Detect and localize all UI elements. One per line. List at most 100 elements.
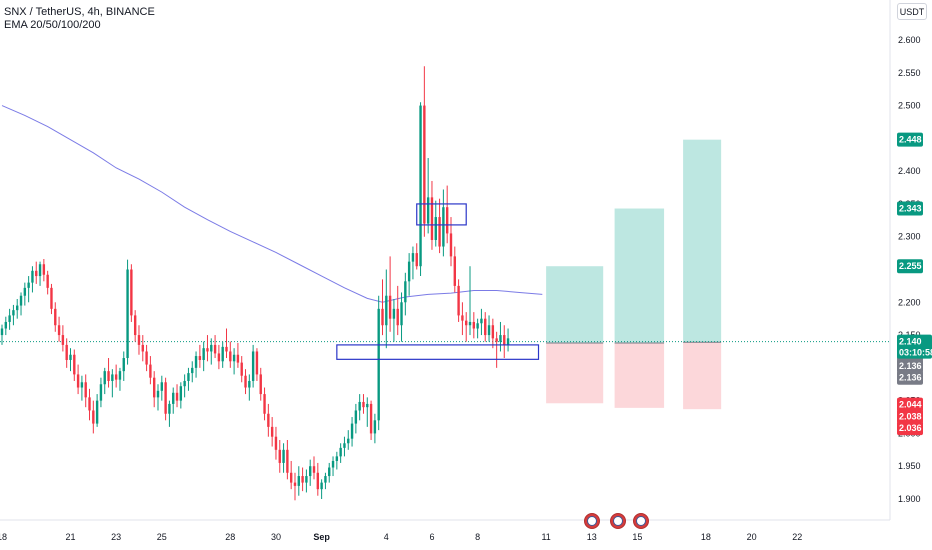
x-tick-label: 28	[225, 532, 235, 542]
candle-body	[358, 401, 361, 411]
candle	[495, 331, 498, 368]
price-badge: 2.038	[897, 409, 923, 424]
candle-body	[381, 308, 384, 326]
price-badge-bg	[897, 409, 923, 424]
x-tick-label: 23	[111, 532, 121, 542]
candle	[54, 302, 57, 332]
candle	[396, 285, 399, 336]
x-tick-label: Sep	[313, 532, 330, 542]
profit-zone	[614, 208, 665, 343]
candle-body	[407, 261, 411, 282]
x-tick-label: 25	[157, 532, 167, 542]
candle-body	[400, 302, 403, 326]
candle	[153, 371, 156, 408]
candle-body	[320, 482, 323, 490]
candle-body	[232, 354, 236, 362]
candle-body	[99, 384, 103, 401]
candle	[141, 335, 144, 362]
x-tick-label: 18	[0, 532, 7, 542]
candle-body	[12, 310, 15, 316]
candle	[92, 400, 95, 434]
y-tick-label: 1.950	[898, 461, 921, 471]
price-badge-bg	[897, 421, 923, 436]
candle	[358, 394, 361, 421]
candle	[16, 299, 19, 319]
candle-body	[73, 354, 76, 375]
candle-body	[506, 338, 510, 345]
candle-body	[499, 335, 502, 342]
candle-body	[259, 374, 262, 395]
candle-body	[164, 382, 167, 414]
candle-body	[419, 105, 422, 267]
candle	[65, 338, 68, 368]
candle-body	[480, 318, 483, 324]
candle	[23, 282, 27, 306]
us-flag-icon[interactable]	[583, 513, 600, 529]
candle-body	[305, 476, 308, 483]
candle-body	[373, 420, 377, 434]
candle-body	[95, 400, 99, 424]
candle-body	[411, 253, 415, 262]
long-position-tool-3	[683, 139, 722, 410]
candle-body	[61, 335, 65, 345]
loss-zone	[614, 342, 665, 408]
candle-body	[126, 269, 129, 359]
candle	[320, 479, 323, 499]
candle	[362, 394, 365, 414]
candle-body	[339, 447, 342, 457]
candle	[506, 328, 510, 352]
zone-box-2	[336, 344, 540, 360]
candle-body	[84, 382, 87, 398]
candle-body	[50, 287, 53, 309]
candle-body	[453, 256, 456, 286]
candle-body	[316, 472, 320, 490]
symbol-title[interactable]: SNX / TetherUS, 4h, BINANCE	[4, 6, 155, 18]
candle	[407, 253, 411, 296]
candle	[103, 367, 106, 395]
candle	[301, 467, 304, 492]
candle	[419, 102, 422, 277]
candle-body	[240, 362, 243, 376]
candle	[400, 292, 403, 342]
indicator-label[interactable]: EMA 20/50/100/200	[4, 19, 101, 31]
currency-button[interactable]: USDT	[897, 3, 927, 20]
candle-body	[270, 426, 274, 437]
price-badge: 2.136	[897, 358, 923, 373]
x-tick-label: 11	[541, 532, 550, 542]
candle-body	[301, 476, 304, 483]
candles	[0, 66, 510, 501]
candle	[35, 261, 38, 284]
y-tick-label: 1.900	[898, 494, 921, 504]
candle	[31, 266, 34, 293]
candle-body	[175, 392, 179, 401]
candle-body	[76, 374, 80, 388]
us-flag-icon[interactable]	[610, 513, 627, 529]
candle-body	[468, 321, 472, 326]
candle	[4, 316, 8, 336]
candle-body	[54, 308, 57, 326]
price-badge-label: 2.255	[899, 261, 922, 271]
candle-body	[137, 335, 141, 345]
candle	[179, 382, 183, 409]
ema-200-line	[1, 105, 543, 303]
candle-body	[114, 374, 118, 380]
price-badge-bg	[897, 132, 923, 147]
candle-body	[415, 253, 418, 267]
candle-body	[23, 287, 27, 296]
candle-body	[328, 467, 331, 477]
candle-body	[430, 197, 434, 240]
price-badge-bg	[897, 259, 923, 274]
candle-body	[42, 264, 46, 275]
candle-body	[278, 449, 281, 463]
us-flag-icon[interactable]	[633, 513, 650, 529]
candle	[381, 279, 384, 336]
candle	[484, 312, 487, 342]
profit-zone	[546, 266, 604, 343]
candle-body	[263, 394, 266, 414]
price-badge-bg	[897, 397, 923, 412]
candle	[236, 342, 240, 368]
candle	[442, 189, 445, 257]
x-tick-label: 18	[701, 532, 711, 542]
